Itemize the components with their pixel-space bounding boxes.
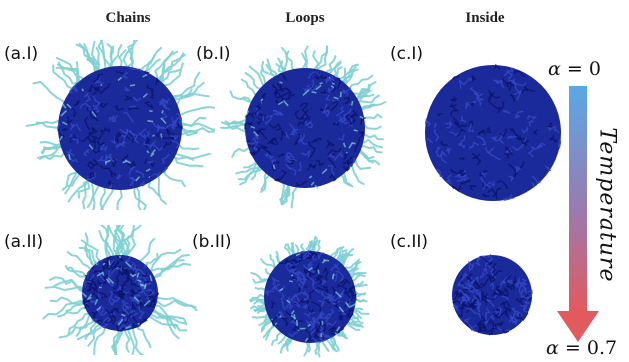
polymer-image-c-I [424,63,562,201]
polymer-image-a-I [25,40,215,210]
panel-label-a-II: (a.II) [4,232,44,252]
column-title-loops: Loops [285,10,325,26]
alpha-max-label: α = 0.7 [546,337,618,359]
temperature-label: Temperature [594,127,620,283]
column-title-inside: Inside [465,10,505,26]
polymer-image-b-I [220,45,387,209]
panel-label-b-I: (b.I) [196,44,231,64]
panel-label-c-I: (c.I) [390,44,424,64]
temperature-arrow [557,86,599,342]
panel-label-c-II: (c.II) [390,232,429,252]
polymer-image-c-II [452,253,533,336]
polymer-image-a-II [42,225,198,355]
alpha-min-label: α = 0 [548,58,601,80]
panel-label-b-II: (b.II) [192,232,232,252]
panel-label-a-I: (a.I) [4,44,39,64]
column-title-chains: Chains [105,10,151,26]
polymer-image-b-II [249,236,370,358]
